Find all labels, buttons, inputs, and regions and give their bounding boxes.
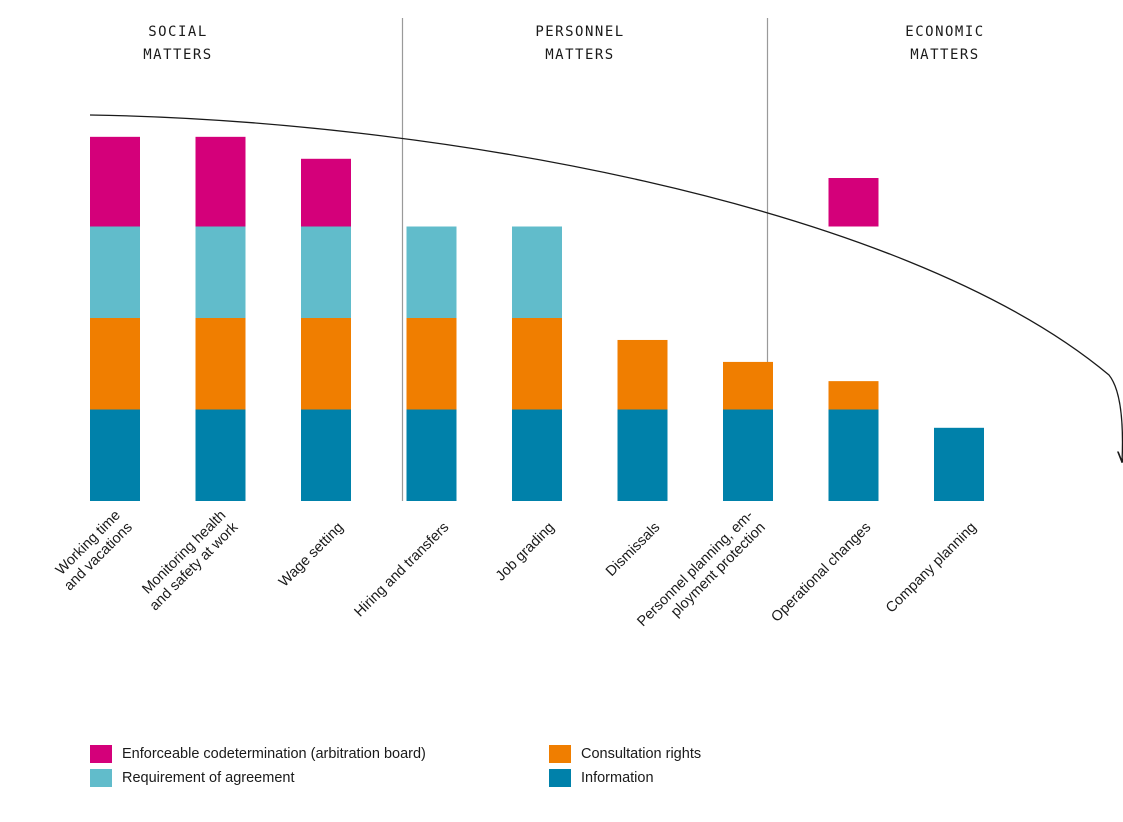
legend-swatch [90,769,112,787]
category-label: Job grading [493,520,558,585]
bar-segment [90,409,140,501]
bar-segment [195,318,246,410]
bar-segment [617,409,668,501]
bar-segment [90,136,140,227]
group-title: SOCIAL MATTERS [143,24,213,63]
category-labels: Working timeand vacations Monitoring heal… [49,507,980,630]
legend-item: Requirement of agreement [90,769,295,787]
group-title: ECONOMIC MATTERS [905,24,984,63]
legend-item: Enforceable codetermination (arbitration… [90,745,426,763]
bar-segment [301,318,351,410]
legend-swatch [90,745,112,763]
legend-label: Information [581,770,654,786]
legend: Enforceable codetermination (arbitration… [90,745,790,815]
category-label: Operational changes [768,520,874,626]
bar-segment [90,226,140,318]
bar-segment [512,226,562,318]
bar-segment [828,409,879,501]
legend-label: Requirement of agreement [122,770,295,786]
bar-segment [512,409,562,501]
trend-arrow [89,114,1123,462]
bar-segment [406,318,457,410]
bar-segment [195,226,246,318]
bar-segment [934,427,984,501]
bars [90,136,984,501]
bar-segment [617,339,668,410]
legend-item: Information [549,769,654,787]
bar-segment [406,226,457,318]
bar-segment [301,226,351,318]
bar-segment [195,136,246,227]
category-label: Dismissals [603,520,663,580]
bar-segment [301,409,351,501]
legend-swatch [549,769,571,787]
legend-label: Enforceable codetermination (arbitration… [122,746,426,762]
bar-segment [195,409,246,501]
bar-segment [406,409,457,501]
category-label: Monitoring healthand safety at work [135,507,242,614]
bar-segment [828,178,879,227]
bar-segment [723,361,773,410]
category-label: Working timeand vacations [49,507,136,594]
legend-item: Consultation rights [549,745,701,763]
group-title: PERSONNEL MATTERS [535,24,624,63]
bar-segment [512,318,562,410]
bar-segment [90,318,140,410]
category-label: Wage setting [276,520,347,591]
legend-label: Consultation rights [581,746,702,762]
legend-swatch [549,745,571,763]
group-titles: SOCIAL MATTERS PERSONNEL MATTERS ECONOMIC MAT… [143,24,984,63]
category-label: Company planning [883,520,980,617]
bar-segment [301,158,351,227]
bar-segment [723,409,773,501]
category-label: Hiring and transfers [352,520,453,621]
bar-segment [828,381,879,410]
